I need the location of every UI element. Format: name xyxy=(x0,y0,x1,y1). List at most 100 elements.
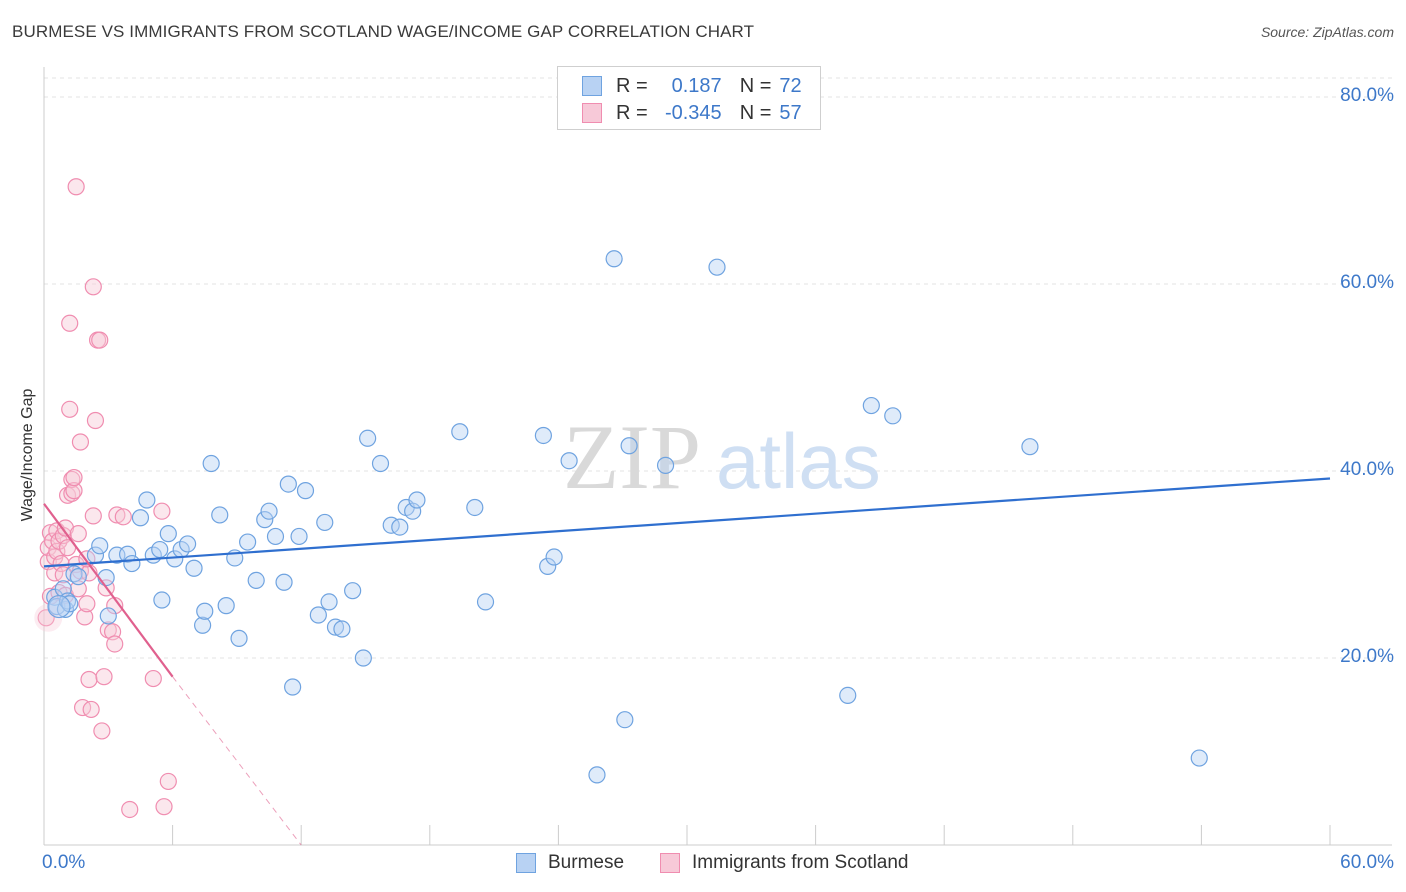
point-immigrants-from-scotland xyxy=(106,635,124,653)
legend-r-label: R = xyxy=(616,101,648,124)
point-burmese xyxy=(296,482,315,500)
point-burmese xyxy=(476,593,495,611)
point-burmese xyxy=(47,594,71,619)
point-burmese xyxy=(1190,749,1208,767)
point-burmese xyxy=(260,502,278,520)
point-immigrants-from-scotland xyxy=(78,595,96,613)
point-burmese xyxy=(620,437,638,455)
point-immigrants-from-scotland xyxy=(84,507,102,525)
series-legend-label-scotland: Immigrants from Scotland xyxy=(692,852,909,873)
gridlines xyxy=(44,77,1392,659)
point-burmese xyxy=(534,426,552,445)
legend-swatch-scotland xyxy=(582,103,602,123)
point-burmese xyxy=(344,582,362,600)
point-burmese xyxy=(97,568,115,587)
point-burmese xyxy=(451,423,469,441)
x-tick-label: 0.0% xyxy=(42,852,86,873)
point-burmese xyxy=(884,407,902,425)
y-tick-label: 80.0% xyxy=(1340,85,1394,106)
y-tick-label: 40.0% xyxy=(1340,459,1394,480)
point-burmese xyxy=(326,618,345,636)
trend-lines xyxy=(43,477,1331,846)
series-legend-burmese: Burmese xyxy=(516,852,624,874)
watermark-atlas: atlas xyxy=(716,417,881,505)
legend-n-value: 57 xyxy=(779,101,802,124)
point-burmese xyxy=(466,498,484,517)
point-burmese xyxy=(616,711,634,729)
point-immigrants-from-scotland xyxy=(67,178,85,196)
point-burmese xyxy=(539,557,557,575)
point-burmese xyxy=(211,506,229,524)
point-immigrants-from-scotland xyxy=(95,668,113,686)
point-immigrants-from-scotland xyxy=(69,525,87,543)
point-burmese xyxy=(91,537,109,555)
chart-title: BURMESE VS IMMIGRANTS FROM SCOTLAND WAGE… xyxy=(12,22,755,41)
point-burmese xyxy=(256,511,274,529)
series-legend-scotland: Immigrants from Scotland xyxy=(660,852,909,874)
point-burmese xyxy=(354,649,372,667)
point-immigrants-from-scotland xyxy=(84,278,102,296)
legend-r-label: R = xyxy=(616,74,648,97)
series-legend-label-burmese: Burmese xyxy=(548,852,625,873)
point-burmese xyxy=(99,607,117,625)
point-burmese xyxy=(131,509,150,527)
point-burmese xyxy=(153,591,171,609)
legend-r-value: -0.345 xyxy=(664,101,722,124)
point-burmese xyxy=(408,491,426,509)
legend-n-value: 72 xyxy=(779,74,802,97)
point-burmese xyxy=(333,620,351,638)
source-credit: Source: ZipAtlas.com xyxy=(1260,24,1394,40)
watermark-zip: ZIP xyxy=(563,406,701,508)
point-burmese xyxy=(239,533,257,551)
point-burmese xyxy=(605,250,623,268)
point-burmese xyxy=(320,593,338,611)
y-tick-label: 20.0% xyxy=(1340,646,1394,667)
point-burmese xyxy=(196,602,214,620)
point-immigrants-from-scotland xyxy=(153,502,171,520)
point-burmese xyxy=(545,548,563,566)
point-burmese xyxy=(656,456,675,474)
point-burmese xyxy=(862,396,880,415)
legend-row-scotland: R = -0.345 N = 57 xyxy=(582,101,802,125)
point-burmese xyxy=(138,491,156,509)
point-immigrants-from-scotland xyxy=(159,772,177,791)
point-burmese xyxy=(217,597,235,615)
y-axis-label: Wage/Income Gap xyxy=(19,388,36,522)
point-burmese xyxy=(371,454,390,473)
point-burmese xyxy=(708,258,726,276)
point-immigrants-from-scotland xyxy=(93,722,111,740)
point-burmese xyxy=(230,629,248,647)
series-legend-swatch-scotland xyxy=(660,853,681,873)
point-immigrants-from-scotland xyxy=(65,482,83,500)
legend-swatch-burmese xyxy=(582,76,602,96)
point-immigrants-from-scotland xyxy=(82,700,100,719)
legend-n-label: N = xyxy=(739,74,772,97)
point-burmese xyxy=(316,513,334,532)
x-tick-label: 60.0% xyxy=(1340,852,1394,873)
point-immigrants-from-scotland xyxy=(91,331,109,349)
point-burmese xyxy=(309,606,327,624)
point-immigrants-from-scotland xyxy=(108,506,126,524)
point-burmese xyxy=(123,554,141,573)
trend-line-immigrants-from-scotland xyxy=(43,503,174,678)
series-legend: Burmese Immigrants from Scotland xyxy=(516,852,945,874)
point-immigrants-from-scotland xyxy=(61,314,79,332)
point-burmese xyxy=(588,766,606,784)
series-burmese xyxy=(46,250,1208,784)
point-burmese xyxy=(194,616,212,634)
point-burmese xyxy=(69,568,87,586)
point-burmese xyxy=(391,518,409,536)
series-legend-swatch-burmese xyxy=(516,853,536,873)
point-burmese xyxy=(151,540,169,559)
point-burmese xyxy=(839,686,857,705)
point-immigrants-from-scotland xyxy=(71,433,90,451)
point-burmese xyxy=(560,452,578,470)
series-immigrants-from-scotland xyxy=(34,178,177,819)
point-burmese xyxy=(359,429,377,447)
point-immigrants-from-scotland xyxy=(61,400,79,418)
point-immigrants-from-scotland xyxy=(114,508,132,526)
trend-line-burmese xyxy=(43,477,1331,568)
point-immigrants-from-scotland xyxy=(86,411,105,430)
point-immigrants-from-scotland xyxy=(144,669,162,688)
point-burmese xyxy=(247,571,265,589)
